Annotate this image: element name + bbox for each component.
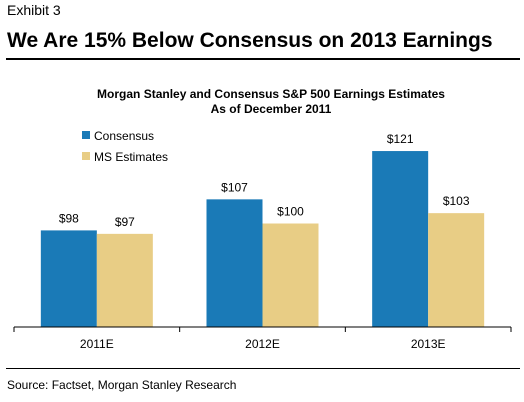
- legend-label-ms-estimates: MS Estimates: [94, 150, 168, 164]
- chart-legend: Consensus MS Estimates: [82, 129, 168, 164]
- x-tick-label-2013e: 2013E: [411, 337, 446, 351]
- value-label-2013e-ms-estimates: $103: [443, 194, 470, 208]
- x-tick-label-2011e: 2011E: [80, 337, 114, 351]
- chart-bars: [40, 151, 485, 327]
- title-divider: [6, 58, 520, 60]
- value-label-2011e-ms-estimates: $97: [115, 215, 135, 229]
- legend-swatch-ms-estimates: [82, 152, 90, 160]
- page-title: We Are 15% Below Consensus on 2013 Earni…: [7, 29, 493, 52]
- bar-2013e-ms-estimates: [428, 213, 485, 327]
- bar-2012e-ms-estimates: [262, 223, 319, 327]
- x-tick-label-2012e: 2012E: [245, 337, 280, 351]
- bar-2011e-consensus: [40, 230, 97, 327]
- chart-title: Morgan Stanley and Consensus S&P 500 Ear…: [97, 87, 445, 101]
- bar-2011e-ms-estimates: [96, 233, 153, 327]
- value-label-2012e-ms-estimates: $100: [277, 205, 304, 219]
- value-label-2011e-consensus: $98: [59, 211, 79, 225]
- legend-swatch-consensus: [82, 131, 90, 139]
- chart-value-labels: $98 $97 $107 $100 $121 $103: [59, 132, 470, 229]
- chart-subtitle: As of December 2011: [211, 102, 332, 116]
- value-label-2012e-consensus: $107: [221, 180, 248, 194]
- bar-2013e-consensus: [372, 151, 429, 327]
- x-axis-labels: 2011E 2012E 2013E: [80, 337, 446, 351]
- value-label-2013e-consensus: $121: [387, 132, 414, 146]
- exhibit-label: Exhibit 3: [7, 2, 61, 18]
- legend-label-consensus: Consensus: [94, 129, 154, 143]
- x-axis-ticks: [13, 327, 512, 332]
- source-note: Source: Factset, Morgan Stanley Research: [7, 378, 237, 392]
- footer-divider: [6, 368, 520, 369]
- bar-2012e-consensus: [206, 199, 263, 327]
